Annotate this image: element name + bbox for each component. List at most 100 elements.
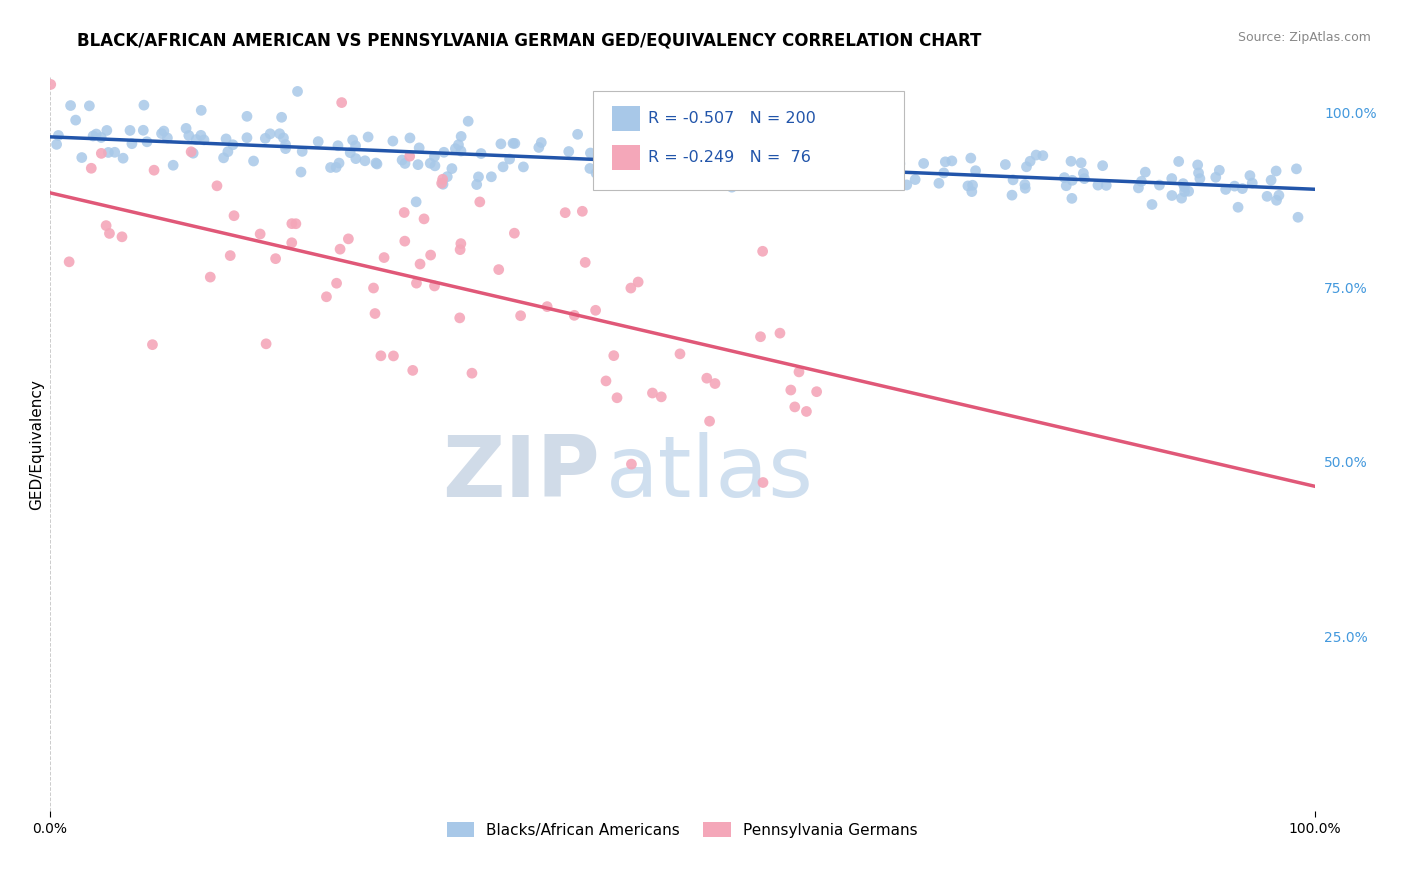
Point [685,146,707,161]
Point [373,251,395,265]
Point [80,161,103,176]
Point [82,128,104,143]
Point [1128,181,1150,195]
Point [290,165,312,179]
Point [1167,154,1189,169]
Point [419,248,441,262]
Point [934,154,956,169]
Point [222,209,245,223]
Point [741,168,763,182]
Point [465,178,488,192]
Point [413,211,436,226]
Point [219,249,242,263]
Point [941,153,963,168]
Point [450,144,472,158]
Point [1187,166,1209,180]
Point [844,147,866,161]
Point [70,151,93,165]
Point [217,145,239,159]
Point [1188,171,1211,186]
Point [1070,156,1092,170]
Point [779,383,801,397]
Point [527,140,550,154]
Point [650,390,672,404]
Point [1130,174,1153,188]
Point [686,172,709,186]
Point [423,150,446,164]
Point [363,281,385,295]
Point [274,137,297,152]
Point [558,145,581,159]
Point [554,205,576,219]
Point [606,391,628,405]
Point [912,156,935,170]
Point [1205,170,1227,185]
Point [269,127,291,141]
Point [409,257,432,271]
Point [1087,178,1109,193]
Point [143,163,166,178]
Point [1025,148,1047,162]
Point [769,326,792,340]
Point [273,131,295,145]
Point [620,457,643,471]
Point [695,153,717,167]
Point [90,146,112,161]
Point [965,163,987,178]
Point [783,400,806,414]
Point [595,140,617,154]
Point [326,138,349,153]
Point [432,172,454,186]
Point [669,347,692,361]
Point [603,349,626,363]
Point [177,128,200,143]
Point [1215,182,1237,196]
Point [873,169,896,184]
Point [503,226,526,240]
Point [193,133,215,147]
Point [357,130,380,145]
Point [450,129,472,144]
Point [254,336,277,351]
Point [813,163,835,178]
Text: R = -0.249   N =  76: R = -0.249 N = 76 [648,151,811,165]
Point [1060,191,1083,205]
Point [180,145,202,159]
Point [709,170,731,185]
Point [730,153,752,167]
Text: R = -0.507   N = 200: R = -0.507 N = 200 [648,112,815,126]
Point [432,178,454,192]
Point [1173,180,1195,194]
Point [136,135,159,149]
Point [787,151,810,165]
Point [1173,177,1195,191]
Point [786,152,808,166]
Point [402,363,425,377]
Point [364,156,387,170]
Point [807,178,830,193]
Point [457,114,479,128]
Point [1268,188,1291,202]
Point [325,277,347,291]
Point [904,172,927,186]
Point [112,151,135,165]
Point [838,151,860,165]
Point [616,153,638,168]
Point [1256,189,1278,203]
Point [274,142,297,156]
Point [889,156,911,170]
Point [994,157,1017,171]
Point [1174,185,1197,199]
Point [725,161,748,176]
Point [959,151,981,165]
Point [315,290,337,304]
Point [96,123,118,137]
Text: BLACK/AFRICAN AMERICAN VS PENNSYLVANIA GERMAN GED/EQUIVALENCY CORRELATION CHART: BLACK/AFRICAN AMERICAN VS PENNSYLVANIA G… [77,31,981,49]
Point [381,134,404,148]
Point [200,270,222,285]
Point [423,159,446,173]
Point [1073,171,1095,186]
Point [704,376,727,391]
Point [444,142,467,156]
Point [962,178,984,193]
